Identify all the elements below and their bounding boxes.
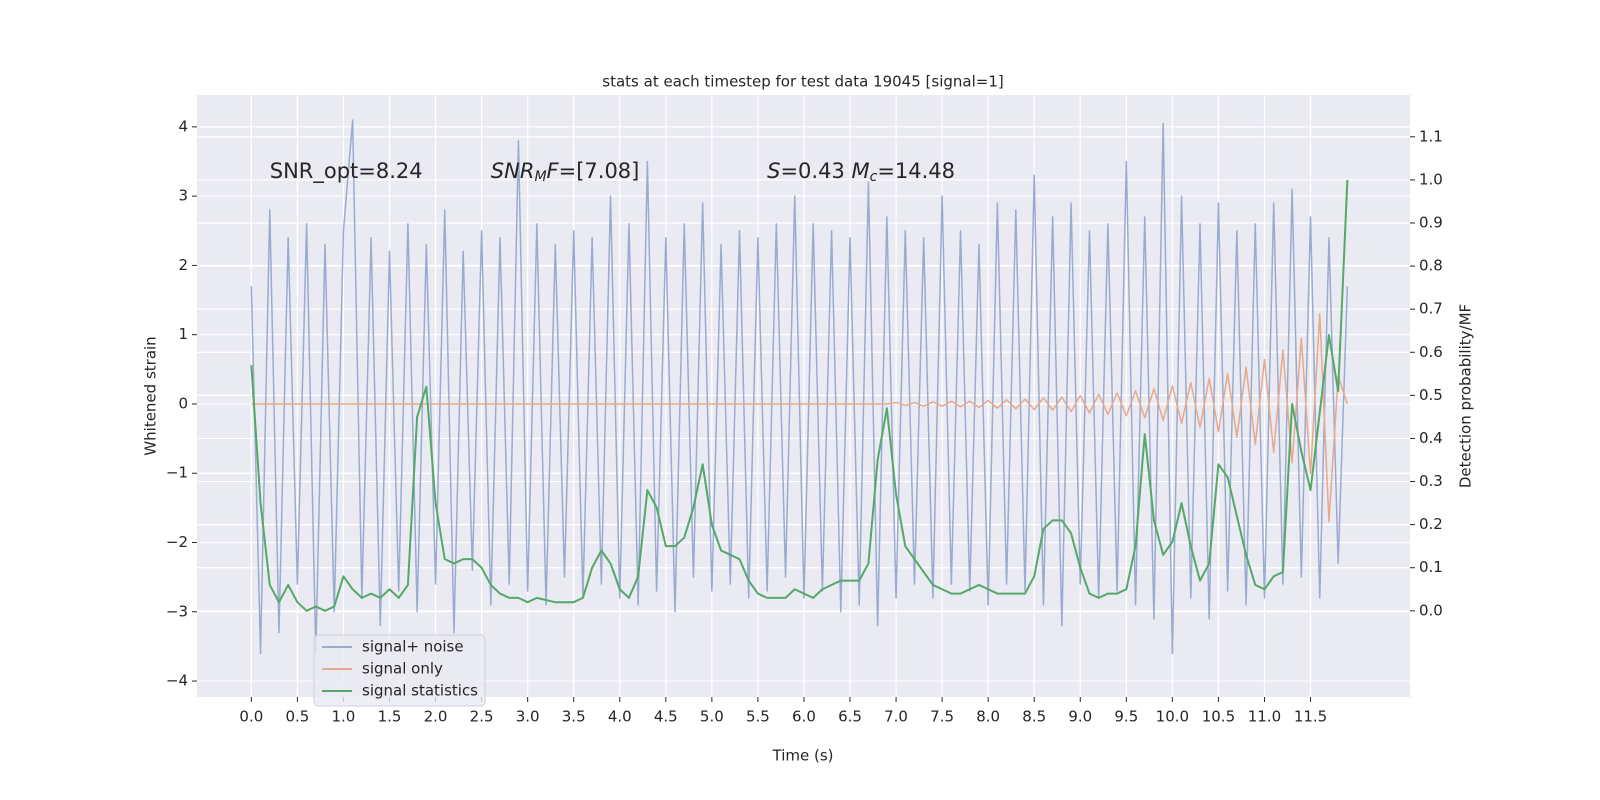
x-tick-label: 11.5 bbox=[1294, 708, 1327, 726]
y-tick-label: −1 bbox=[166, 464, 188, 482]
series-line bbox=[251, 313, 1349, 523]
y-tick-label: 0 bbox=[178, 394, 188, 412]
x-tick-label: 7.0 bbox=[884, 708, 908, 726]
x-tick-label: 2.5 bbox=[470, 708, 494, 726]
annotation-part: c bbox=[870, 169, 878, 185]
annotation-part: SNR bbox=[491, 159, 535, 183]
x-tick-label: 6.0 bbox=[792, 708, 816, 726]
y2-tick-label: 0.2 bbox=[1419, 515, 1443, 533]
x-tick-label: 1.5 bbox=[378, 708, 402, 726]
x-tick-label: 5.5 bbox=[746, 708, 770, 726]
x-tick-label: 1.0 bbox=[332, 708, 356, 726]
annotation-part: SNR_opt=8.24 bbox=[270, 159, 423, 184]
x-tick-label: 10.0 bbox=[1156, 708, 1189, 726]
x-tick-label: 9.0 bbox=[1068, 708, 1092, 726]
y2-tick-label: 0.1 bbox=[1419, 558, 1443, 576]
y-tick-label: 2 bbox=[178, 256, 188, 274]
y-axis-label: Whitened strain bbox=[142, 336, 160, 455]
annotation: S=0.43 Mc=14.48 bbox=[767, 159, 955, 185]
x-tick-label: 5.0 bbox=[700, 708, 724, 726]
y2-tick-label: 0.4 bbox=[1419, 429, 1443, 447]
y2-tick-label: 0.5 bbox=[1419, 386, 1443, 404]
y2-tick-label: 0.3 bbox=[1419, 472, 1443, 490]
x-tick-label: 2.0 bbox=[424, 708, 448, 726]
series-line bbox=[250, 119, 1349, 655]
y2-tick-label: 0.8 bbox=[1419, 257, 1443, 275]
x-tick-label: 6.5 bbox=[838, 708, 862, 726]
y2-tick-label: 0.6 bbox=[1419, 343, 1443, 361]
annotation: SNRMF=[7.08] bbox=[491, 159, 640, 185]
x-tick-label: 4.0 bbox=[608, 708, 632, 726]
x-tick-label: 10.5 bbox=[1202, 708, 1235, 726]
x-tick-label: 3.0 bbox=[516, 708, 540, 726]
y2-tick-label: 1.0 bbox=[1419, 170, 1443, 188]
y2-tick-label: 0.7 bbox=[1419, 300, 1443, 318]
chart-title: stats at each timestep for test data 190… bbox=[602, 73, 1003, 91]
y2-tick-label: 0.0 bbox=[1419, 601, 1443, 619]
series-line bbox=[250, 179, 1349, 612]
legend-box bbox=[313, 634, 486, 707]
legend-label: signal statistics bbox=[362, 682, 478, 700]
x-tick-label: 9.5 bbox=[1114, 708, 1138, 726]
annotation-part: =0.43 bbox=[780, 159, 851, 183]
y-tick-label: −4 bbox=[166, 672, 188, 690]
x-tick-label: 4.5 bbox=[654, 708, 678, 726]
legend-label: signal+ noise bbox=[362, 638, 464, 656]
x-tick-label: 3.5 bbox=[562, 708, 586, 726]
annotation-part: M bbox=[851, 159, 869, 183]
y-tick-label: 3 bbox=[178, 187, 188, 205]
y-tick-label: −2 bbox=[166, 533, 188, 551]
annotation-part: =[7.08] bbox=[559, 159, 640, 183]
annotation-part: F bbox=[547, 159, 560, 183]
y-tick-label: 4 bbox=[178, 117, 188, 135]
y2-tick-label: 1.1 bbox=[1419, 127, 1443, 145]
x-tick-label: 11.0 bbox=[1248, 708, 1281, 726]
y2-axis-label: Detection probability/MF bbox=[1457, 304, 1475, 488]
x-tick-label: 0.0 bbox=[239, 708, 263, 726]
legend-label: signal only bbox=[362, 660, 443, 678]
annotation-part: =14.48 bbox=[877, 159, 955, 183]
annotation: SNR_opt=8.24 bbox=[270, 159, 423, 184]
annotation-part: S bbox=[767, 159, 780, 183]
x-tick-label: 8.0 bbox=[976, 708, 1000, 726]
x-tick-label: 7.5 bbox=[930, 708, 954, 726]
y-tick-label: 1 bbox=[178, 325, 188, 343]
x-tick-label: 8.5 bbox=[1022, 708, 1046, 726]
x-axis-label: Time (s) bbox=[772, 747, 834, 765]
x-tick-label: 0.5 bbox=[285, 708, 309, 726]
y2-tick-label: 0.9 bbox=[1419, 213, 1443, 231]
y-tick-label: −3 bbox=[166, 602, 188, 620]
annotation-part: M bbox=[534, 169, 546, 185]
